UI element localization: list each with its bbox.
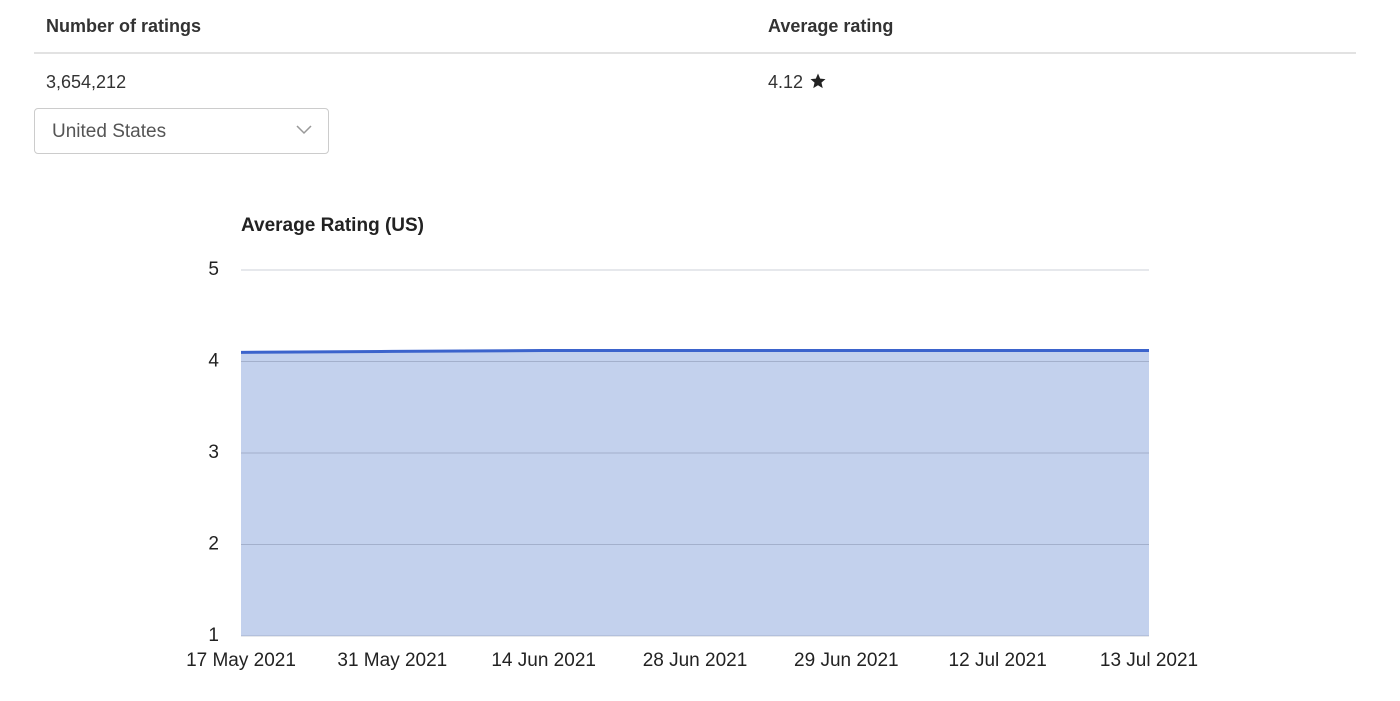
chart-title: Average Rating (US) (241, 215, 424, 236)
y-tick-label: 3 (208, 442, 219, 463)
area-line (240, 349, 1149, 354)
x-tick-label: 12 Jul 2021 (949, 650, 1047, 671)
x-tick-label: 28 Jun 2021 (643, 650, 748, 671)
y-tick-label: 1 (208, 625, 219, 646)
column-header: Number of ratings (46, 16, 202, 36)
average-rating: 4.12 (768, 72, 804, 92)
y-tick-label: 2 (208, 534, 219, 555)
ratings-count: 3,654,212 (46, 72, 127, 92)
x-tick-label: 17 May 2021 (186, 650, 296, 671)
header-rule (34, 52, 1356, 54)
star-icon (810, 73, 826, 89)
country-dropdown[interactable]: United States (34, 108, 329, 154)
x-tick-label: 13 Jul 2021 (1100, 650, 1198, 671)
x-tick-label: 14 Jun 2021 (491, 650, 596, 671)
x-tick-label: 29 Jun 2021 (794, 650, 899, 671)
average-rating-cell: 4.12 (768, 72, 828, 93)
y-tick-label: 4 (208, 351, 219, 372)
area-fill (241, 350, 1149, 636)
x-tick-label: 31 May 2021 (337, 650, 447, 671)
chevron-icon (296, 125, 312, 135)
column-header: Average rating (768, 16, 894, 36)
dropdown-value: United States (52, 121, 167, 142)
y-tick-label: 5 (208, 259, 219, 280)
